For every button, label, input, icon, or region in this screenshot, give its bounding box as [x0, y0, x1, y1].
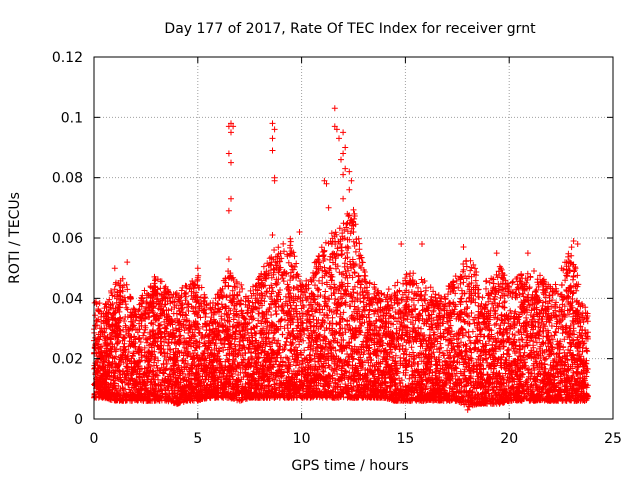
y-tick-label: 0.12	[52, 50, 83, 66]
x-tick-label: 20	[500, 431, 518, 447]
axis-ticks	[93, 56, 614, 420]
y-tick-label: 0.02	[52, 352, 83, 368]
x-tick-labels: 0 5 10 15 20 25	[90, 431, 622, 447]
y-tick-labels: 0 0.02 0.04 0.06 0.08 0.1 0.12	[52, 50, 83, 428]
x-tick-label: 15	[396, 431, 414, 447]
x-tick-label: 10	[293, 431, 311, 447]
x-tick-label: 0	[90, 431, 99, 447]
gridlines	[94, 57, 613, 419]
y-tick-label: 0	[74, 412, 83, 428]
y-axis-label: ROTI / TECUs	[7, 192, 23, 284]
y-tick-label: 0.06	[52, 231, 83, 247]
x-axis-label: GPS time / hours	[291, 458, 408, 474]
y-tick-label: 0.1	[61, 110, 83, 126]
x-tick-label: 25	[604, 431, 622, 447]
y-tick-label: 0.04	[52, 291, 83, 307]
chart-title: Day 177 of 2017, Rate Of TEC Index for r…	[164, 21, 536, 37]
y-tick-label: 0.08	[52, 171, 83, 187]
x-tick-label: 5	[193, 431, 202, 447]
roti-markers	[91, 105, 591, 413]
data-points	[91, 105, 591, 413]
